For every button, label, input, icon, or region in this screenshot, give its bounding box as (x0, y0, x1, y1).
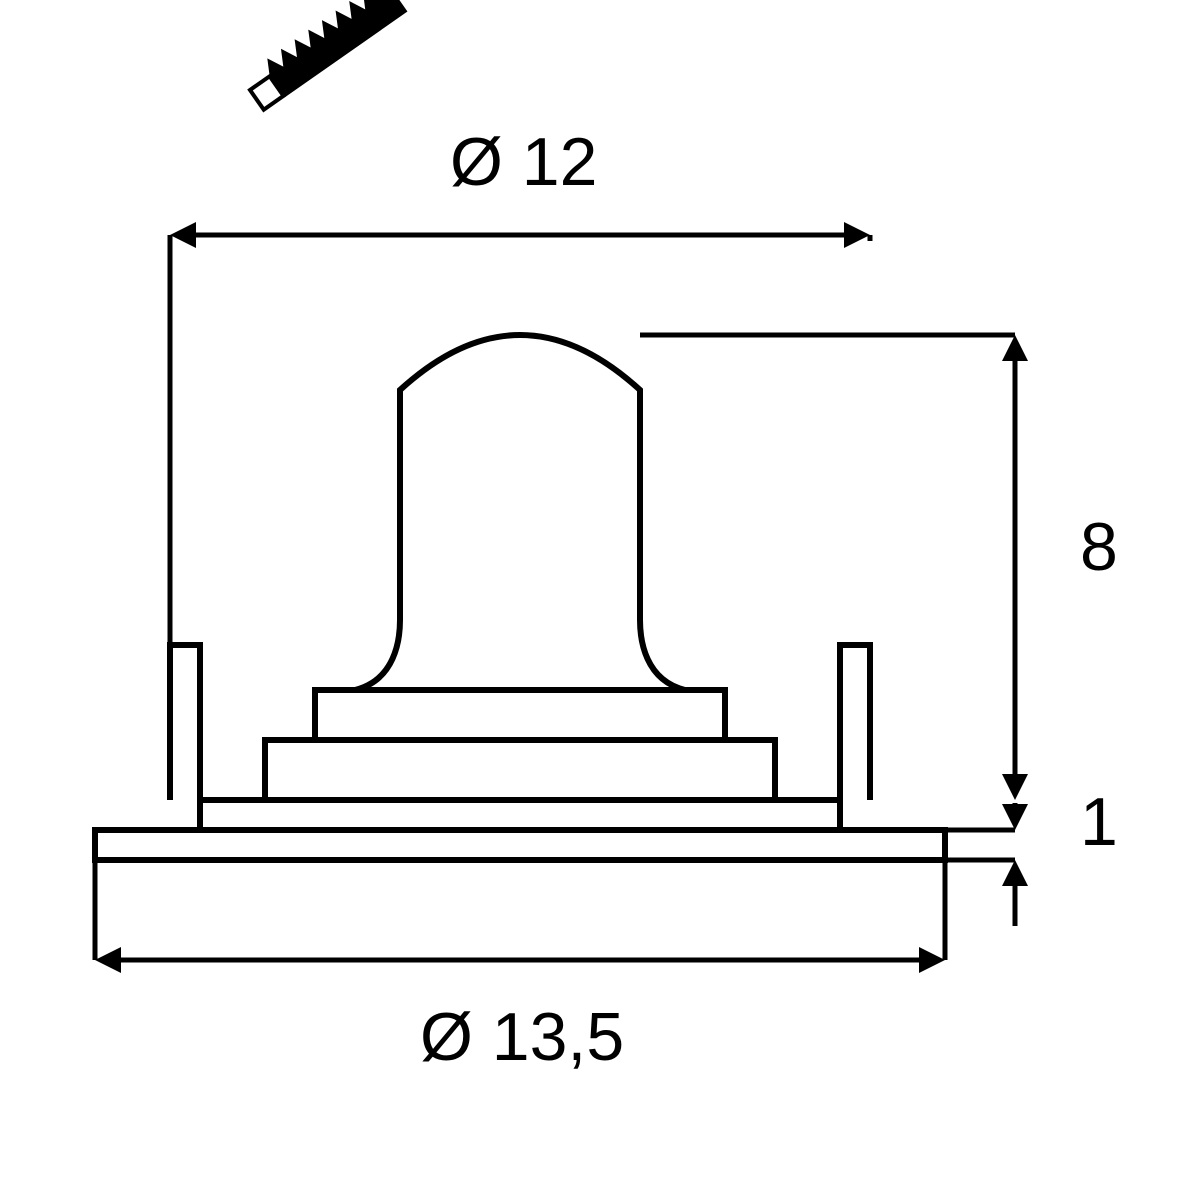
technical-drawing: Ø 12 Ø 13,5 8 1 (0, 0, 1200, 1200)
dim-height-label: 8 (1080, 509, 1118, 585)
dim-cutout-label: Ø 12 (450, 124, 597, 200)
saw-icon (241, 0, 408, 111)
dim-diameter-label: Ø 13,5 (420, 999, 624, 1075)
dim-flange-label: 1 (1080, 784, 1118, 860)
